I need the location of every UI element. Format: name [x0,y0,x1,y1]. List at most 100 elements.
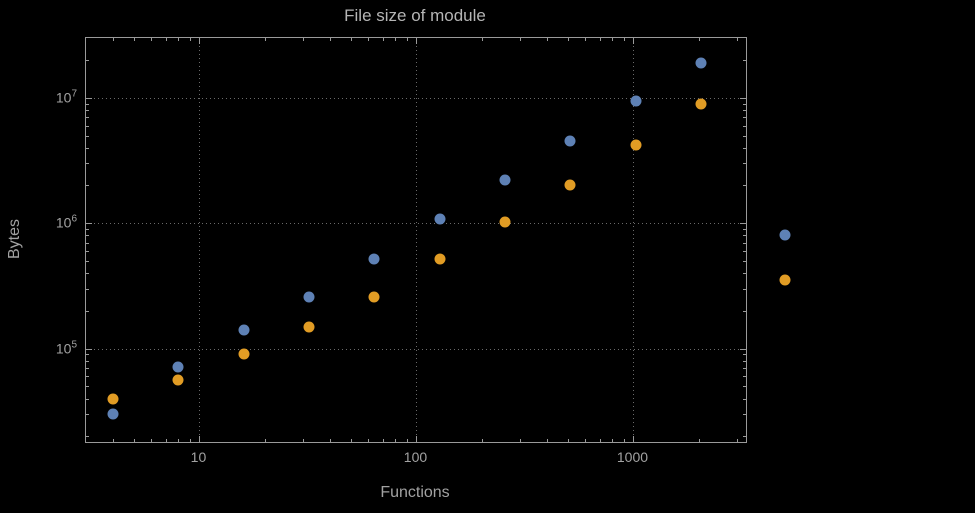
data-point-orange [238,348,250,360]
y-tick-mark [86,135,89,137]
y-tick-mark [86,125,89,127]
data-point-orange [368,291,380,303]
data-point-blue [499,174,511,186]
x-tick-mark [416,436,418,442]
y-tick-mark [86,414,89,416]
x-tick-mark [633,436,635,442]
x-tick-mark [330,38,332,41]
plot-area [85,37,791,443]
x-tick-mark [368,38,370,41]
y-tick-mark [86,273,89,275]
x-tick-label: 100 [403,449,428,465]
y-tick-mark [743,125,746,127]
data-point-blue [238,324,250,336]
x-tick-mark [406,439,408,442]
x-tick-mark [151,38,153,41]
x-tick-mark [737,439,739,442]
x-tick-mark [612,439,614,442]
y-tick-mark [743,386,746,388]
x-tick-mark [178,38,180,41]
x-tick-mark [165,439,167,442]
x-tick-mark [113,38,115,41]
y-tick-mark [86,117,89,119]
x-gridline [199,38,201,442]
x-tick-mark [623,38,625,41]
y-tick-mark [743,117,746,119]
y-tick-mark [743,398,746,400]
y-tick-mark [743,360,746,362]
data-point-orange [564,179,576,191]
y-tick-label: 105 [55,339,77,356]
x-tick-mark [416,38,418,44]
data-point-orange [172,374,184,386]
x-tick-mark [382,439,384,442]
x-tick-mark [165,38,167,41]
y-tick-mark [86,235,89,237]
y-tick-mark [86,147,89,149]
y-tick-mark [740,348,746,350]
y-tick-mark [740,223,746,225]
x-tick-mark [189,38,191,41]
y-tick-mark [743,135,746,137]
data-point-blue [630,95,642,107]
x-tick-mark [395,38,397,41]
chart-title: File size of module [344,6,486,25]
x-tick-label: 1000 [616,449,649,465]
x-tick-mark [547,38,549,41]
y-tick-mark [743,251,746,253]
data-point-blue [107,408,119,420]
y-tick-mark [743,242,746,244]
y-tick-mark [86,288,89,290]
data-point-blue [172,361,184,372]
y-tick-mark [86,360,89,362]
y-tick-mark [743,235,746,237]
data-point-orange [779,274,791,286]
y-tick-mark [86,242,89,244]
x-tick-mark [612,38,614,41]
x-tick-label: 10 [190,449,207,465]
y-tick-mark [743,60,746,62]
x-tick-mark [134,439,136,442]
x-tick-mark [547,439,549,442]
y-tick-mark [86,97,92,99]
y-tick-mark [86,386,89,388]
y-gridline [86,348,746,350]
x-axis-label: Functions [380,484,450,501]
x-tick-mark [698,38,700,41]
x-gridline [416,38,418,442]
x-tick-mark [351,38,353,41]
y-tick-mark [743,185,746,187]
x-tick-mark [520,38,521,41]
x-tick-mark [599,38,601,41]
y-tick-mark [86,376,89,378]
x-tick-mark [698,439,700,442]
y-gridline [86,223,746,225]
data-point-orange [630,139,642,151]
y-tick-mark [86,60,89,62]
y-gridline [86,97,746,99]
x-tick-mark [585,439,587,442]
data-point-blue [303,291,315,303]
x-tick-mark [303,38,304,41]
x-tick-mark [264,38,266,41]
data-point-orange [695,98,707,110]
y-tick-label: 106 [55,213,77,231]
x-tick-mark [264,439,266,442]
data-point-blue [564,135,576,147]
y-tick-mark [743,368,746,370]
x-gridline [633,38,635,442]
y-tick-mark [743,436,746,438]
y-tick-mark [743,147,746,149]
y-axis-label: Bytes [6,219,23,260]
x-tick-mark [368,439,370,442]
x-tick-mark [520,439,521,442]
x-tick-mark [189,439,191,442]
y-tick-mark [86,348,92,350]
y-tick-mark [743,414,746,416]
y-tick-mark [86,109,89,111]
data-point-blue [368,253,380,265]
y-tick-mark [86,251,89,253]
y-tick-mark [740,97,746,99]
data-point-orange [303,321,315,333]
x-tick-mark [406,38,408,41]
